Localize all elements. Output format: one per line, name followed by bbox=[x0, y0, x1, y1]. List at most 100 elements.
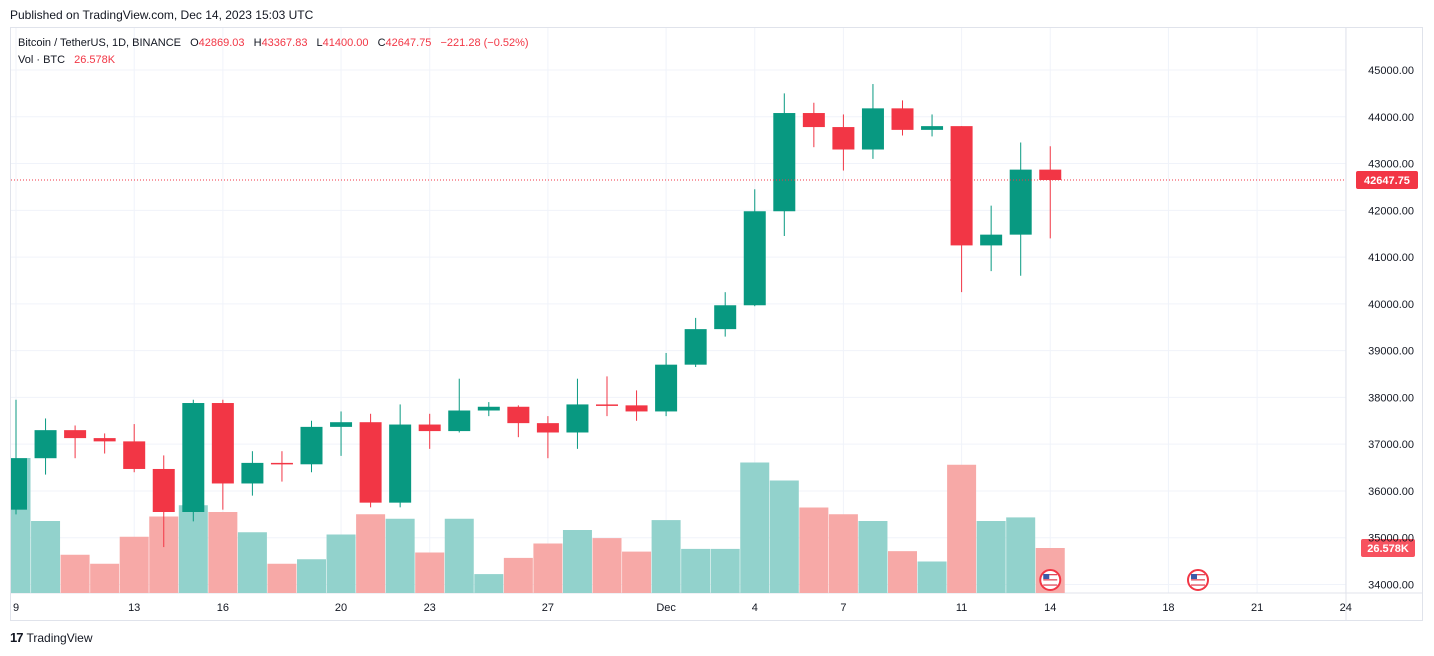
last-price-line: 42647.75 26.578K bbox=[11, 171, 1418, 557]
candle bbox=[891, 100, 914, 136]
candle-body bbox=[11, 458, 27, 510]
x-tick-label: 27 bbox=[542, 602, 554, 614]
volume-bar bbox=[769, 480, 799, 593]
candle-body bbox=[477, 406, 500, 411]
legend-symbol[interactable]: Bitcoin / TetherUS, 1D, BINANCE bbox=[18, 37, 182, 49]
candle-body bbox=[64, 430, 87, 439]
candle-body bbox=[448, 410, 471, 432]
candle-body bbox=[743, 211, 766, 306]
x-tick-label: 21 bbox=[1251, 602, 1263, 614]
volume-bar bbox=[917, 561, 947, 593]
candle-body bbox=[891, 108, 914, 130]
last-volume-badge bbox=[1361, 539, 1415, 557]
us-flag-icon[interactable] bbox=[1039, 569, 1062, 591]
y-tick-label: 42000.00 bbox=[1368, 205, 1414, 217]
y-tick-label: 35000.00 bbox=[1368, 533, 1414, 545]
volume-bar bbox=[60, 554, 90, 593]
candle-body bbox=[861, 108, 884, 150]
flag-stripe bbox=[1043, 581, 1058, 584]
flag-stripe bbox=[1043, 576, 1058, 578]
candle-body bbox=[1009, 169, 1032, 235]
legend-volume-label[interactable]: Vol · BTC bbox=[18, 54, 66, 66]
volume-bar bbox=[858, 521, 888, 593]
flag-stripe bbox=[1191, 574, 1205, 576]
us-flag-icon[interactable] bbox=[1187, 569, 1209, 591]
candle bbox=[655, 352, 678, 417]
candle bbox=[950, 126, 973, 293]
candle-body bbox=[389, 424, 412, 503]
candle bbox=[241, 451, 264, 496]
candle bbox=[182, 399, 205, 522]
volume-bar bbox=[444, 518, 474, 593]
candle-body bbox=[418, 424, 441, 432]
candle bbox=[1039, 146, 1062, 239]
y-tick-label: 44000.00 bbox=[1368, 112, 1414, 124]
chart-frame bbox=[10, 27, 1423, 621]
flag-stripe bbox=[1191, 584, 1205, 586]
candle bbox=[11, 399, 27, 515]
candle bbox=[714, 292, 737, 337]
candle bbox=[477, 402, 500, 417]
candle bbox=[596, 376, 618, 417]
candle bbox=[625, 390, 648, 421]
candle bbox=[802, 102, 825, 148]
legend-low-value: 41400.00 bbox=[322, 37, 369, 49]
candle bbox=[418, 413, 441, 449]
price-axis: 34000.00 35000.00 36000.00 37000.00 38000.00… bbox=[1368, 65, 1414, 592]
volume-bar bbox=[976, 521, 1006, 593]
candle bbox=[743, 189, 766, 307]
volume-bar bbox=[888, 551, 917, 593]
x-tick-label: 18 bbox=[1162, 602, 1174, 614]
volume-bar bbox=[828, 514, 858, 593]
tradingview-logo-icon: 17 bbox=[10, 630, 24, 645]
volume-bar bbox=[474, 574, 504, 593]
y-tick-label: 39000.00 bbox=[1368, 346, 1414, 358]
volume-bar bbox=[681, 548, 711, 593]
x-tick-label: 20 bbox=[335, 602, 347, 614]
event-markers bbox=[1039, 569, 1209, 591]
candle-body bbox=[152, 468, 175, 513]
candle bbox=[123, 424, 146, 473]
volume-bar bbox=[208, 512, 238, 593]
candle-body bbox=[802, 113, 825, 128]
volume-bar bbox=[622, 551, 652, 593]
x-tick-label: 7 bbox=[840, 602, 846, 614]
candle bbox=[566, 378, 589, 449]
legend-volume-row: Vol · BTC 26.578K bbox=[18, 52, 529, 69]
candles bbox=[11, 84, 1062, 548]
candle bbox=[536, 416, 559, 459]
flag-stripe bbox=[1191, 581, 1205, 584]
candle-body bbox=[123, 441, 146, 469]
volume-bar bbox=[415, 552, 445, 593]
candle-body bbox=[655, 364, 678, 412]
y-tick-label: 34000.00 bbox=[1368, 580, 1414, 592]
candle bbox=[1009, 142, 1032, 276]
x-tick-label: 9 bbox=[13, 602, 19, 614]
volume-bar bbox=[297, 559, 326, 593]
legend-price-row: Bitcoin / TetherUS, 1D, BINANCE O42869.0… bbox=[18, 35, 529, 52]
candle bbox=[211, 399, 234, 510]
candle bbox=[773, 93, 796, 237]
candle bbox=[270, 451, 293, 482]
x-tick-label: 11 bbox=[956, 602, 967, 614]
candle bbox=[921, 114, 944, 137]
candle-body bbox=[596, 404, 618, 406]
candle-body bbox=[714, 305, 737, 330]
candle-body bbox=[270, 462, 293, 465]
candle-body bbox=[359, 422, 382, 503]
candle bbox=[684, 317, 707, 368]
candle bbox=[980, 205, 1003, 272]
tradingview-branding[interactable]: 17 TradingView bbox=[10, 630, 93, 645]
candle bbox=[34, 418, 57, 475]
volume-bar bbox=[326, 534, 356, 593]
flag-stripe bbox=[1191, 579, 1205, 581]
candle bbox=[359, 413, 382, 508]
legend-close-label: C bbox=[377, 37, 386, 49]
y-tick-label: 36000.00 bbox=[1368, 486, 1414, 498]
volume-bar bbox=[533, 543, 563, 593]
flag-stripe bbox=[1043, 574, 1058, 576]
candle bbox=[389, 404, 412, 508]
y-tick-label: 41000.00 bbox=[1368, 252, 1414, 264]
volume-bar bbox=[562, 530, 592, 593]
